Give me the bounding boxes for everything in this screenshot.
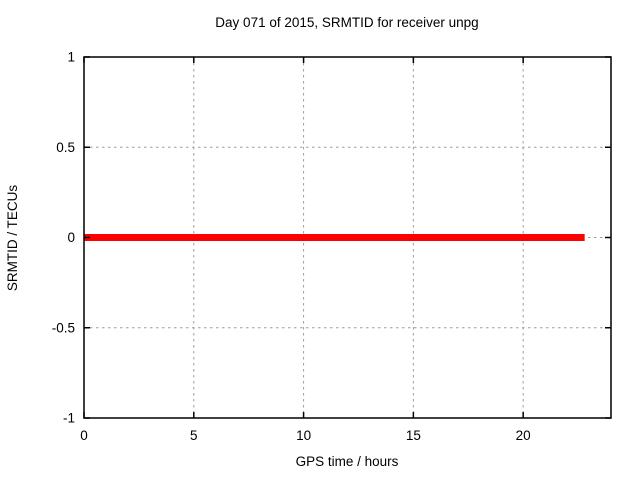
x-tick-label: 20: [516, 428, 531, 443]
x-tick-label: 5: [190, 428, 198, 443]
x-axis-label: GPS time / hours: [296, 454, 399, 469]
x-tick-label: 15: [406, 428, 421, 443]
y-tick-label: -0.5: [52, 320, 75, 335]
x-tick-label: 0: [80, 428, 88, 443]
y-tick-label: 1: [67, 50, 75, 65]
x-tick-label: 10: [296, 428, 311, 443]
y-tick-label: 0: [67, 230, 75, 245]
y-tick-label: 0.5: [56, 140, 75, 155]
y-tick-label: -1: [63, 411, 75, 426]
chart-title: Day 071 of 2015, SRMTID for receiver unp…: [215, 15, 478, 30]
y-axis-label: SRMTID / TECUs: [5, 185, 20, 292]
tick-labels: 0 5 10 15 20 -1 -0.5 0 0.5 1: [52, 50, 531, 444]
tick-marks: [83, 56, 611, 419]
